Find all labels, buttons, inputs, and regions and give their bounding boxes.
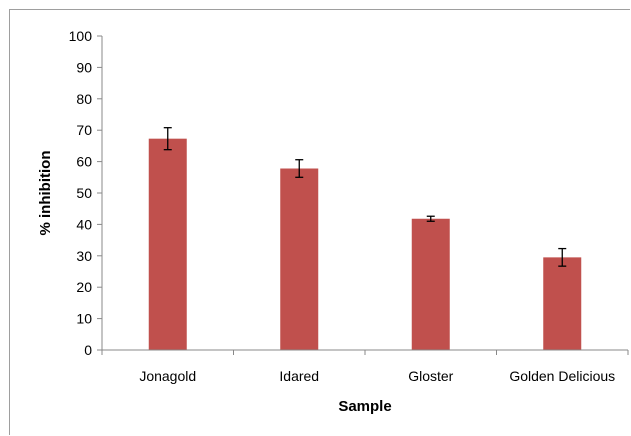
bar-golden-delicious	[543, 257, 582, 350]
y-tick-label: 100	[69, 28, 93, 44]
y-tick-label: 90	[76, 59, 92, 75]
x-tick-label: Jonagold	[139, 368, 196, 384]
error-bars	[163, 127, 567, 267]
error-bar	[558, 247, 567, 267]
y-tick-label: 80	[76, 91, 92, 107]
error-bar	[426, 215, 435, 222]
chart-frame	[9, 9, 630, 435]
x-tick-label: Gloster	[408, 368, 453, 384]
x-axis-title: Sample	[338, 398, 391, 415]
bars	[148, 138, 582, 350]
y-tick-label: 10	[76, 311, 92, 327]
y-axis-ticks: 0 10 20 30 40 50 60 70 80 90 100	[69, 28, 102, 358]
x-tick-label: Golden Delicious	[509, 368, 615, 384]
y-tick-label: 20	[76, 279, 92, 295]
bar-jonagold	[148, 138, 187, 350]
y-tick-label: 30	[76, 248, 92, 264]
x-tick-label: Idared	[279, 368, 319, 384]
error-bar	[295, 159, 304, 178]
y-tick-label: 0	[84, 342, 92, 358]
y-tick-label: 70	[76, 122, 92, 138]
x-axis-ticks	[101, 350, 629, 355]
x-axis-labels: Jonagold Idared Gloster Golden Delicious	[139, 368, 615, 384]
y-axis-title: % inhibition	[37, 151, 54, 236]
y-tick-label: 60	[76, 154, 92, 170]
bar-gloster	[411, 218, 450, 350]
y-tick-label: 50	[76, 185, 92, 201]
bar-idared	[280, 168, 319, 350]
y-tick-label: 40	[76, 216, 92, 232]
error-bar	[163, 127, 172, 151]
